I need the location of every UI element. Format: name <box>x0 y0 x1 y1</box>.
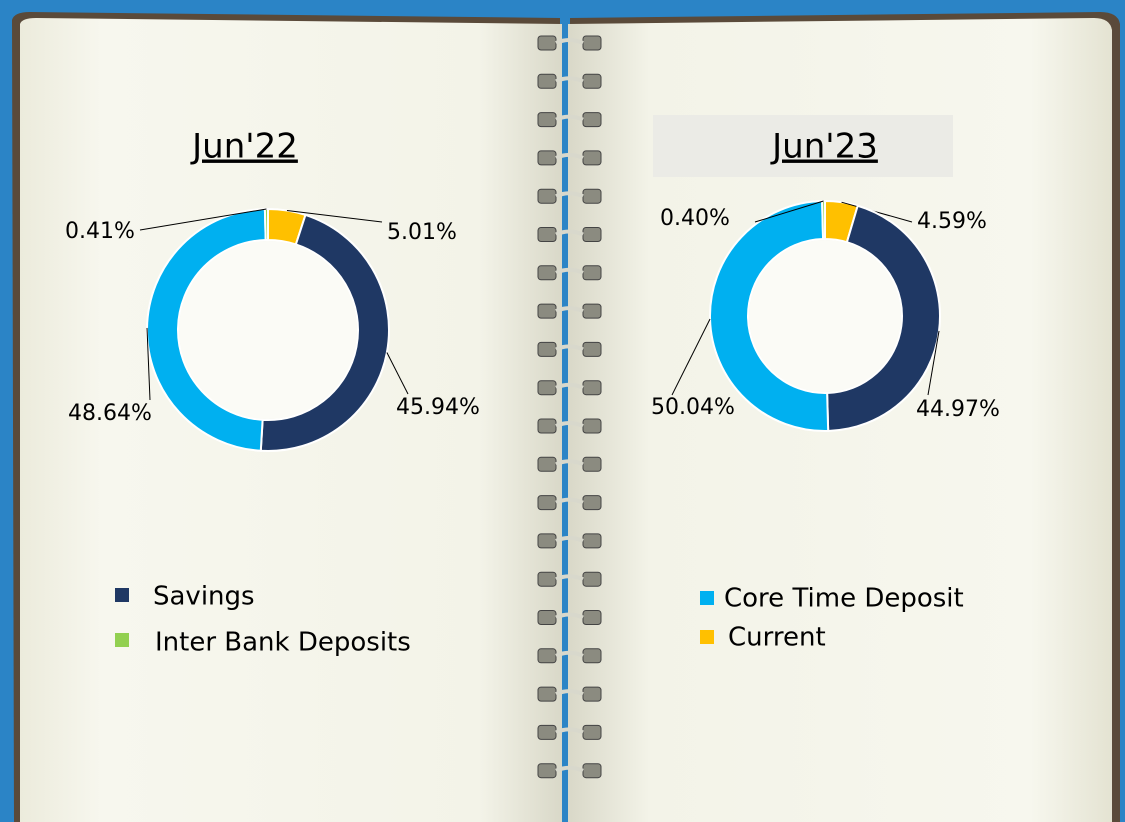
data-label: 45.94% <box>396 395 480 420</box>
donut-slice <box>259 213 390 452</box>
ring-wire <box>555 421 584 428</box>
ring-wire <box>555 344 584 352</box>
ring-wire <box>555 114 584 122</box>
ring <box>582 227 602 242</box>
leader-line <box>139 208 267 231</box>
legend-swatch <box>115 633 129 647</box>
data-label: 48.64% <box>68 401 152 426</box>
ring-wire <box>555 382 584 390</box>
ring <box>582 648 602 664</box>
ring-wire <box>555 727 584 735</box>
legend-label: Current <box>728 623 826 653</box>
leader-line <box>386 352 409 395</box>
ring <box>537 724 557 740</box>
donut-slice <box>821 199 826 241</box>
ring <box>537 648 557 664</box>
data-label: 0.41% <box>65 219 135 244</box>
ring-wire <box>555 689 584 696</box>
binder-rings <box>537 35 602 779</box>
ring <box>582 456 602 472</box>
ring <box>537 303 557 319</box>
ring <box>582 571 602 587</box>
leader-line <box>671 318 711 396</box>
ring-wire <box>555 574 584 582</box>
ring-wire <box>555 612 584 620</box>
ring-wire <box>555 650 584 658</box>
ring-wire <box>555 191 584 199</box>
data-label: 50.04% <box>651 395 735 420</box>
ring <box>537 571 557 587</box>
data-label: 0.40% <box>660 206 730 231</box>
ring <box>582 35 602 51</box>
ring <box>537 35 557 51</box>
donut-hole <box>179 241 357 419</box>
ring <box>582 303 602 319</box>
leader-line <box>286 209 383 223</box>
ring <box>582 724 602 740</box>
donut-slice <box>709 200 830 432</box>
data-label: 4.59% <box>917 209 987 234</box>
ring <box>537 380 557 396</box>
ring <box>582 686 602 702</box>
ring <box>537 341 557 357</box>
ring <box>582 380 602 396</box>
legend-label: Savings <box>153 582 255 612</box>
leader-line <box>754 200 824 223</box>
ring <box>537 533 557 549</box>
ring <box>537 763 557 779</box>
ring <box>582 188 602 204</box>
ring <box>537 73 557 89</box>
ring <box>582 610 602 625</box>
ring-wire <box>555 497 584 505</box>
ring <box>582 112 602 128</box>
donut-slice <box>826 204 941 432</box>
ring <box>582 73 602 89</box>
data-label: 5.01% <box>387 220 457 245</box>
ring <box>537 227 557 242</box>
donut-hole <box>749 240 901 392</box>
leader-line <box>927 330 940 396</box>
ring <box>537 418 557 434</box>
title-background <box>653 115 953 177</box>
data-label: 44.97% <box>916 397 1000 422</box>
legend-label: Core Time Deposit <box>724 584 964 614</box>
ring <box>537 456 557 472</box>
ring <box>582 418 602 434</box>
ring <box>582 533 602 549</box>
ring-wire <box>555 267 584 275</box>
ring <box>537 112 557 128</box>
ring-wire <box>555 459 584 467</box>
ring <box>537 495 557 511</box>
leader-line <box>146 327 151 401</box>
ring <box>582 341 602 357</box>
ring <box>537 265 557 281</box>
donut-slice <box>263 207 269 242</box>
ring-wire <box>555 765 584 773</box>
ring <box>537 150 557 166</box>
chart-title: Jun'23 <box>770 127 878 167</box>
ring-wire <box>555 152 584 160</box>
ring <box>537 686 557 702</box>
ring-wire <box>555 76 584 84</box>
ring <box>537 610 557 625</box>
ring-wire <box>555 229 584 237</box>
ring-wire <box>555 535 584 543</box>
ring <box>582 150 602 166</box>
chart-title: Jun'22 <box>190 127 298 167</box>
ring-wire <box>555 306 584 313</box>
legend-label: Inter Bank Deposits <box>155 628 411 658</box>
legend-swatch <box>700 630 714 644</box>
legend-swatch <box>115 588 129 602</box>
ring <box>537 188 557 204</box>
donut-slice <box>146 208 267 452</box>
ring-wire <box>555 38 584 45</box>
ring <box>582 265 602 281</box>
ring <box>582 763 602 779</box>
legend-swatch <box>700 591 714 605</box>
ring <box>582 495 602 511</box>
